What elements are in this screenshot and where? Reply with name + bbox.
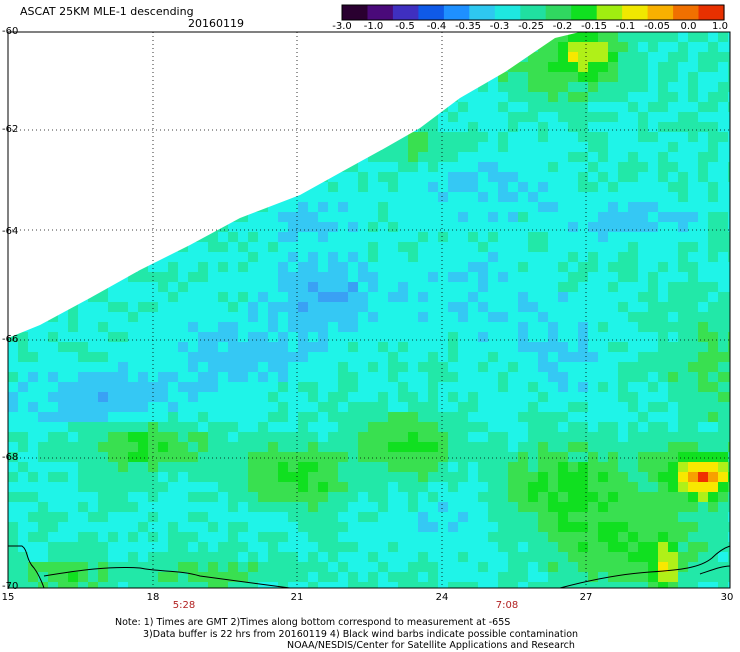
colorbar-swatch: [469, 5, 496, 20]
pass-time-2: 7:08: [495, 600, 519, 611]
antarctic-coastline: [8, 545, 731, 589]
lon-label-24: 24: [435, 592, 449, 603]
colorbar-swatch: [520, 5, 547, 20]
colorbar-label: -1.0: [363, 21, 384, 32]
lat-label-60: -60: [2, 26, 19, 37]
scatterometer-field: [8, 32, 730, 588]
colorbar-label: -0.35: [455, 21, 481, 32]
colorbar-label: -0.4: [426, 21, 447, 32]
colorbar-swatch: [571, 5, 598, 20]
footnote-line-2: 3)Data buffer is 22 hrs from 20160119 4)…: [143, 628, 579, 640]
lat-label-68: -68: [2, 452, 19, 463]
colorbar-swatch: [596, 5, 623, 20]
footnote: Note: 1) Times are GMT 2)Times along bot…: [115, 617, 578, 652]
colorbar-label: -0.5: [395, 21, 415, 32]
lon-label-21: 21: [290, 592, 304, 603]
colorbar-swatch: [443, 5, 470, 20]
colorbar-label: -0.15: [581, 21, 607, 32]
colorbar-swatch: [494, 5, 521, 20]
colorbar: [341, 4, 725, 21]
map-title: ASCAT 25KM MLE-1 descending: [20, 5, 194, 18]
lon-label-18: 18: [146, 592, 160, 603]
colorbar-frame: [341, 4, 725, 21]
colorbar-label: -0.2: [552, 21, 573, 32]
colorbar-swatch: [367, 5, 394, 20]
colorbar-label: 1.0: [712, 21, 728, 32]
colorbar-label: -3.0: [332, 21, 352, 32]
lon-label-15: 15: [1, 592, 15, 603]
colorbar-label: -0.25: [518, 21, 544, 32]
colorbar-swatch: [698, 5, 725, 20]
colorbar-label: 0.0: [680, 21, 697, 32]
lat-label-62: -62: [2, 124, 19, 135]
colorbar-swatch: [342, 5, 369, 20]
colorbar-swatch: [392, 5, 419, 20]
lon-label-27: 27: [579, 592, 593, 603]
colorbar-swatch: [647, 5, 674, 20]
lat-lon-grid: [8, 32, 730, 588]
footnote-line-1: Note: 1) Times are GMT 2)Times along bot…: [115, 617, 511, 628]
lat-label-64: -64: [2, 226, 19, 237]
colorbar-label: -0.3: [489, 21, 510, 32]
colorbar-label: -0.05: [644, 21, 670, 32]
map-date: 20160119: [188, 17, 244, 30]
lat-label-66: -66: [2, 334, 19, 345]
lat-label-70: -70: [2, 581, 19, 592]
colorbar-swatch: [418, 5, 445, 20]
lon-label-30: 30: [720, 592, 734, 603]
colorbar-swatch: [545, 5, 572, 20]
colorbar-swatch: [622, 5, 649, 20]
plot-frame: [7, 31, 731, 589]
colorbar-swatch: [673, 5, 700, 20]
footnote-line-3: NOAA/NESDIS/Center for Satellite Applica…: [287, 640, 575, 651]
colorbar-label: -0.1: [615, 21, 636, 32]
pass-time-1: 5:28: [172, 600, 196, 611]
